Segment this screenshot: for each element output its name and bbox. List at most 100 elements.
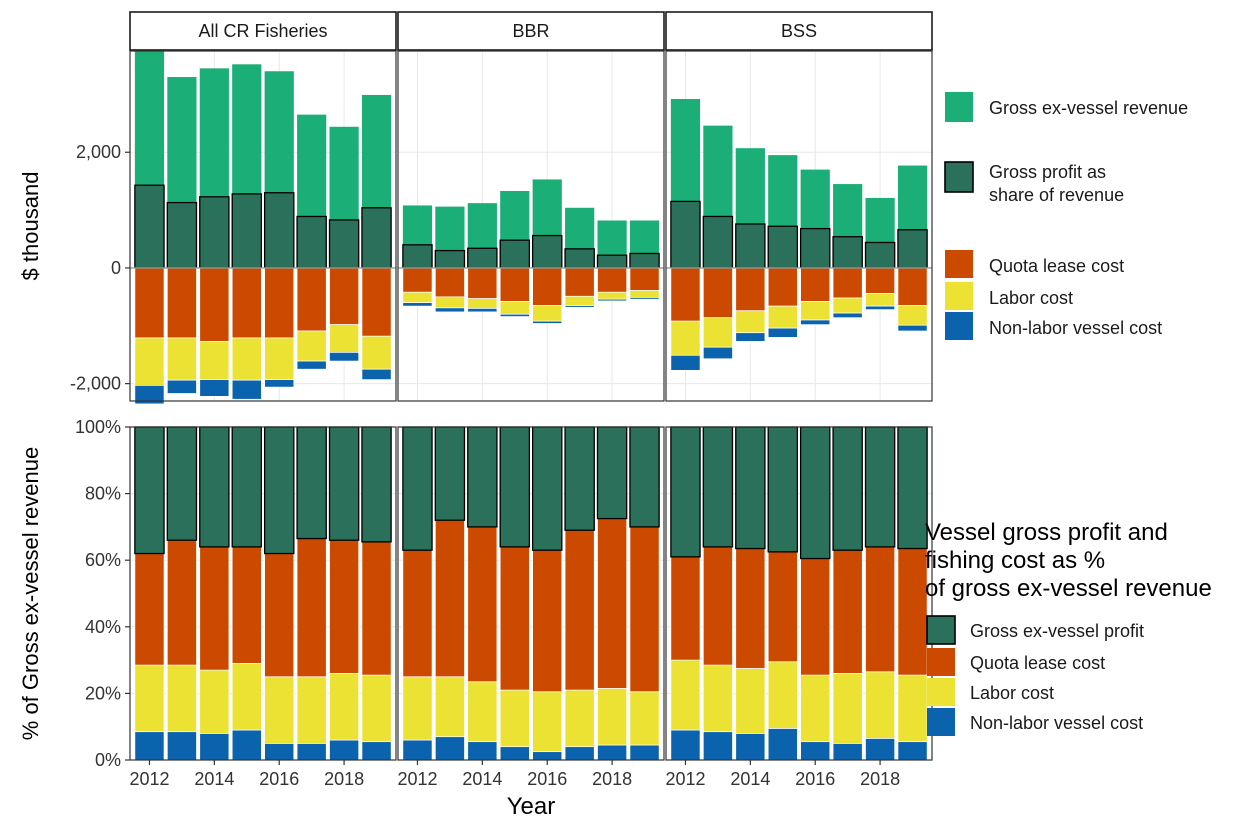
profit-bar [296,215,327,269]
labor-share-bar [134,664,165,733]
labor-cost-bar [134,337,165,386]
x-tick-label: 2014 [194,769,234,789]
labor-share-bar [800,674,831,743]
x-tick-label: 2016 [527,769,567,789]
quota-cost-bar [264,267,295,339]
labor-share-bar [564,689,595,748]
nonlabor-cost-bar [532,320,563,324]
bars-layer [130,51,932,761]
top-legend-label-labor: Labor cost [989,288,1073,308]
quota-share-bar [329,539,360,674]
nonlabor-share-bar [499,746,530,761]
labor-cost-bar [800,301,831,321]
labor-share-bar [532,691,563,753]
quota-share-bar [670,556,701,661]
nonlabor-cost-bar [361,368,392,380]
bottom-legend-title: Vessel gross profit and [925,519,1168,546]
profit-share-bar [263,426,295,555]
top-legend-label-profit: Gross profit as [989,162,1106,182]
top-legend-swatch-nonlabor [945,312,973,340]
profit-share-bar [499,426,531,548]
top-legend-label-profit: share of revenue [989,185,1124,205]
bottom-panel-border [665,426,933,761]
facet-label-bbr: BBR [512,21,549,41]
quota-share-bar [629,526,660,693]
profit-share-bar [596,426,628,520]
quota-share-bar [264,553,295,678]
quota-share-bar [897,548,928,676]
profit-share-bar [864,426,896,548]
bottom-y-tick-label: 20% [85,683,121,703]
bottom-legend-swatch-labor [927,678,955,706]
bottom-legend-label-nonlabor: Non-labor vessel cost [970,713,1143,733]
x-tick-label: 2016 [259,769,299,789]
profit-bar [328,219,360,269]
profit-share-bar [735,426,766,550]
profit-bar [564,248,595,269]
legend-layer: Gross ex-vessel revenue Gross profit as sh… [925,92,1212,736]
nonlabor-share-bar [897,741,928,761]
profit-share-bar [199,426,230,548]
profit-bar [199,196,230,269]
axes-layer: 2012 2014 2016 2018 2012 2014 2016 2018 2012 2014… [18,142,900,820]
nonlabor-share-bar [702,731,733,761]
top-legend-swatch-labor [945,282,973,310]
quota-cost-bar [800,267,831,302]
bottom-y-tick-label: 0% [95,750,121,770]
top-legend-swatch-quota [945,250,973,278]
labor-cost-bar [564,295,595,306]
profit-bar [897,229,928,269]
profit-share-bar [531,426,563,551]
labor-share-bar [499,689,530,748]
nonlabor-cost-bar [296,360,327,370]
quota-share-bar [735,548,766,669]
top-panel-border [129,50,397,402]
x-tick-label: 2012 [129,769,169,789]
nonlabor-cost-bar [329,352,360,362]
labor-share-bar [402,676,433,741]
quota-share-bar [702,546,733,666]
nonlabor-share-bar [296,742,327,761]
top-panel-border [397,50,665,402]
labor-cost-bar [597,291,628,300]
x-tick-label: 2016 [795,769,835,789]
profit-bar [767,225,799,269]
quota-cost-bar [166,267,197,339]
quota-share-bar [361,541,392,676]
top-legend-label-quota: Quota lease cost [989,256,1124,276]
nonlabor-share-bar [434,736,465,761]
quota-cost-bar [329,267,360,325]
profit-share-bar [767,426,799,553]
profit-bar [231,193,263,269]
labor-share-bar [434,676,465,738]
quota-cost-bar [670,267,701,322]
quota-cost-bar [467,267,498,299]
nonlabor-share-bar [199,733,230,761]
nonlabor-cost-bar [264,379,295,388]
quota-share-bar [865,546,896,673]
facet-strip [129,11,397,51]
labor-share-bar [865,671,896,739]
nonlabor-share-bar [865,738,896,761]
quota-share-bar [166,539,197,666]
nonlabor-cost-bar [767,327,798,338]
nonlabor-cost-bar [897,324,928,332]
labor-cost-bar [199,341,230,380]
nonlabor-share-bar [231,729,262,761]
profit-bar [531,234,563,269]
nonlabor-share-bar [800,741,831,761]
labor-share-bar [329,673,360,741]
nonlabor-share-bar [532,751,563,761]
top-y-axis-title: $ thousand [18,172,43,281]
profit-share-bar [799,426,831,560]
quota-cost-bar [897,267,928,306]
profit-share-bar [670,426,701,558]
nonlabor-cost-bar [231,379,262,400]
labor-share-bar [670,659,701,731]
nonlabor-cost-bar [670,354,701,371]
bottom-y-tick-label: 100% [75,417,121,437]
top-y-tick-label: 2,000 [76,142,121,162]
quota-cost-bar [832,267,863,299]
labor-share-bar [832,673,863,744]
labor-cost-bar [264,337,295,380]
